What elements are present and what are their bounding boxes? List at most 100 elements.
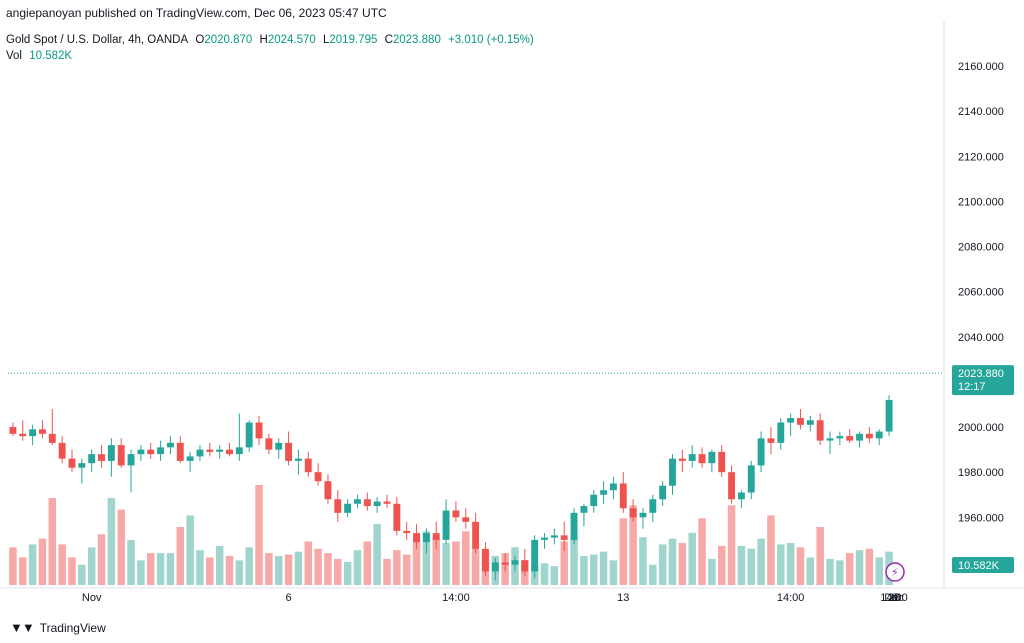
candle-body — [186, 456, 194, 461]
volume-bar — [471, 548, 480, 585]
candle-body — [491, 562, 499, 572]
price-tick-label: 1980.000 — [958, 467, 1004, 479]
volume-bar — [225, 556, 234, 585]
volume-bar — [550, 566, 559, 585]
candle-body — [659, 485, 667, 500]
volume-bar — [176, 527, 185, 585]
candle-body — [767, 438, 775, 443]
price-tick-label: 2160.000 — [958, 61, 1004, 73]
time-tick-label: Dec — [884, 592, 904, 604]
volume-bar — [137, 560, 145, 585]
candle-body — [856, 433, 863, 441]
candle-body — [669, 458, 676, 486]
volume-bar — [875, 557, 883, 585]
volume-bar — [540, 563, 549, 585]
candle-body — [235, 447, 243, 455]
candle-body — [344, 503, 352, 513]
volume-bar — [452, 541, 460, 585]
volume-bar — [786, 542, 795, 585]
candle-body — [590, 494, 598, 507]
price-tick-label: 2120.000 — [958, 151, 1004, 163]
candle-body — [787, 418, 795, 423]
high-label: H — [259, 34, 268, 46]
candle-body — [511, 560, 519, 565]
candle-body — [9, 427, 17, 434]
volume-bar — [284, 554, 293, 585]
tradingview-logo-icon: ▼▼ — [10, 620, 35, 635]
candle-body — [98, 454, 105, 461]
volume-bar — [255, 484, 263, 585]
volume-bar — [767, 515, 775, 585]
candle-body — [816, 420, 824, 441]
volume-bar — [836, 560, 844, 585]
volume-bar — [373, 524, 381, 585]
lightning-icon[interactable] — [885, 562, 905, 582]
time-tick-label: 6 — [286, 592, 292, 604]
candle-body — [58, 442, 66, 459]
candle-body — [147, 449, 155, 455]
volume-badge — [952, 557, 1014, 573]
footer-brand[interactable]: ▼▼ TradingView — [10, 620, 106, 635]
volume-bar — [777, 544, 785, 585]
candle-body — [354, 499, 361, 504]
volume-bar — [668, 538, 677, 585]
candle-body — [609, 483, 617, 491]
volume-bar — [343, 561, 352, 585]
volume-bar — [619, 518, 628, 585]
time-tick-label: Nov — [82, 592, 102, 604]
volume-bar — [708, 558, 716, 585]
candle-body — [78, 463, 86, 468]
volume-bar — [107, 498, 116, 585]
candle-body — [19, 433, 27, 437]
volume-label[interactable]: Vol — [6, 50, 22, 62]
volume-row: Vol 10.582K — [6, 48, 538, 64]
volume-bar — [19, 557, 27, 585]
volume-bar — [265, 553, 273, 585]
candle-body — [531, 539, 539, 572]
time-tick-label: 14:00 — [777, 592, 805, 604]
last-price-text: 2023.880 — [958, 368, 1004, 380]
volume-bar — [462, 531, 470, 585]
candle-body — [452, 510, 460, 518]
volume-bar — [688, 532, 696, 585]
candle-body — [629, 508, 637, 518]
candle-body — [226, 449, 233, 455]
candle-body — [521, 560, 529, 572]
time-tick-label: 6 — [891, 592, 897, 604]
symbol-label[interactable]: Gold Spot / U.S. Dollar, 4h, OANDA — [6, 34, 189, 46]
volume-bar — [166, 553, 175, 585]
candle-body — [196, 449, 204, 457]
high-value: 2024.570 — [267, 34, 316, 46]
volume-bar — [274, 556, 283, 585]
candle-body — [619, 483, 627, 509]
volume-bar — [747, 548, 755, 585]
candle-body — [708, 451, 716, 464]
candle-body — [117, 445, 125, 466]
candle-body — [541, 537, 548, 540]
candle-body — [107, 445, 115, 461]
volume-bar — [727, 505, 736, 585]
candle-body — [777, 422, 785, 443]
volume-bar — [412, 540, 421, 585]
price-tick-label: 1960.000 — [958, 512, 1004, 524]
candle-body — [127, 454, 135, 466]
volume-bar — [156, 553, 165, 585]
volume-value: 10.582K — [29, 50, 73, 62]
candle-body — [68, 458, 76, 468]
candle-body — [885, 399, 893, 432]
candle-body — [639, 512, 647, 518]
candle-body — [275, 442, 283, 450]
open-label: O — [195, 34, 205, 46]
candle-body — [373, 501, 381, 507]
volume-bar — [38, 538, 47, 585]
volume-bar — [442, 542, 450, 585]
close-value: 2023.880 — [392, 34, 441, 46]
volume-badge-text: 10.582K — [958, 560, 1000, 572]
candle-body — [678, 458, 686, 461]
volume-bar — [294, 551, 303, 585]
publisher-line: angiepanoyan published on TradingView.co… — [6, 6, 387, 20]
candle-body — [836, 436, 844, 439]
volume-bar — [806, 557, 815, 585]
volume-bar — [334, 558, 342, 585]
